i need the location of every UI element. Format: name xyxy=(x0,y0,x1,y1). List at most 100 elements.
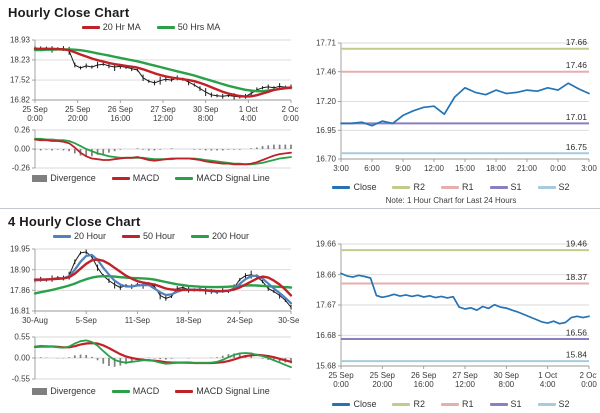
svg-text:0.55: 0.55 xyxy=(14,333,30,342)
svg-text:17.66: 17.66 xyxy=(566,37,588,47)
legend-swatch-icon xyxy=(537,403,556,406)
svg-text:17.46: 17.46 xyxy=(316,67,337,76)
svg-text:18.37: 18.37 xyxy=(566,272,588,282)
legend-item-r2: R2 xyxy=(392,398,425,411)
legend-label: 20 Hour xyxy=(73,231,106,241)
svg-text:18-Sep: 18-Sep xyxy=(176,316,202,325)
four-hourly-left-column: 20 Hour 50 Hour 200 Hour 19.95 18.90 17.86 16… xyxy=(0,230,302,398)
four-hourly-macd-legend: Divergence MACD MACD Signal Line xyxy=(32,385,270,398)
svg-text:17.71: 17.71 xyxy=(316,39,337,48)
four-hourly-macd-chart: 0.55 0.00 -0.55 xyxy=(12,333,293,384)
hourly-section-title: Hourly Close Chart xyxy=(8,5,130,20)
legend-item-close: Close xyxy=(332,181,376,194)
hourly-ma-legend: 20 Hr MA 50 Hrs MA xyxy=(81,21,221,34)
svg-text:25 Sep: 25 Sep xyxy=(328,371,354,380)
svg-text:3:00: 3:00 xyxy=(333,164,349,173)
hourly-right-column: 17.71 17.46 17.20 16.95 16.70 3:00 6:00 9:00 12:… xyxy=(302,21,600,205)
svg-text:19.95: 19.95 xyxy=(10,245,31,254)
legend-label: S2 xyxy=(558,182,570,192)
legend-swatch-icon xyxy=(32,388,48,395)
svg-text:17.67: 17.67 xyxy=(316,301,337,310)
svg-text:6:00: 6:00 xyxy=(364,164,380,173)
legend-label: Close xyxy=(353,182,377,192)
svg-text:15.68: 15.68 xyxy=(316,362,337,371)
legend-item-divergence: Divergence xyxy=(32,385,96,398)
legend-swatch-icon xyxy=(111,177,130,180)
legend-item-50-hour: 50 Hour xyxy=(121,230,176,243)
legend-item-200-hour: 200 Hour xyxy=(191,230,249,243)
legend-swatch-icon xyxy=(392,186,411,189)
legend-swatch-icon xyxy=(121,235,140,238)
legend-item-close: Close xyxy=(332,398,376,411)
legend-label: R2 xyxy=(413,399,425,409)
legend-item-r1: R1 xyxy=(440,398,474,411)
legend-item-20-hour: 20 Hour xyxy=(52,230,106,243)
four-hourly-pivot-legend: Close R2 R1 S1 S2 xyxy=(332,398,570,411)
svg-text:0:00: 0:00 xyxy=(581,380,597,389)
svg-text:15:00: 15:00 xyxy=(455,164,476,173)
legend-label: Divergence xyxy=(50,173,96,183)
svg-text:24-Sep: 24-Sep xyxy=(227,316,253,325)
legend-swatch-icon xyxy=(191,235,210,238)
svg-text:8:00: 8:00 xyxy=(499,380,515,389)
legend-swatch-icon xyxy=(111,390,130,393)
legend-label: R2 xyxy=(413,182,425,192)
legend-label: Divergence xyxy=(50,386,96,396)
svg-text:18.90: 18.90 xyxy=(10,265,31,274)
svg-text:26 Sep: 26 Sep xyxy=(411,371,437,380)
svg-text:-0.55: -0.55 xyxy=(12,375,31,384)
legend-label: 50 Hrs MA xyxy=(177,22,221,32)
legend-item-divergence: Divergence xyxy=(32,172,96,185)
legend-label: 20 Hr MA xyxy=(102,22,141,32)
four-hourly-right-column: 19.66 18.66 17.67 16.68 15.68 25 Sep 0:00 25 Se… xyxy=(302,230,600,413)
svg-text:0.00: 0.00 xyxy=(14,145,30,154)
four-hourly-section-title: 4 Hourly Close Chart xyxy=(8,214,141,229)
svg-text:16.70: 16.70 xyxy=(316,155,337,164)
section-divider xyxy=(0,208,600,209)
legend-swatch-icon xyxy=(52,235,71,238)
svg-text:16:00: 16:00 xyxy=(110,114,131,123)
hourly-macd-chart: 0.26 0.00 -0.26 xyxy=(12,126,292,172)
svg-text:0.00: 0.00 xyxy=(14,354,30,363)
svg-text:12:00: 12:00 xyxy=(424,164,445,173)
legend-label: 200 Hour xyxy=(212,231,250,241)
legend-swatch-icon xyxy=(332,403,351,406)
svg-text:18.66: 18.66 xyxy=(316,270,337,279)
svg-text:12:00: 12:00 xyxy=(153,114,174,123)
legend-item-s2: S2 xyxy=(537,398,570,411)
legend-item-macd: MACD xyxy=(111,172,159,185)
legend-label: MACD Signal Line xyxy=(196,173,270,183)
svg-text:2 Oct: 2 Oct xyxy=(281,105,299,114)
legend-item-20-hr-ma: 20 Hr MA xyxy=(81,21,141,34)
hourly-macd-legend: Divergence MACD MACD Signal Line xyxy=(32,172,270,185)
svg-text:17.46: 17.46 xyxy=(566,60,588,70)
svg-text:3:00: 3:00 xyxy=(581,164,597,173)
four-hourly-ma-legend: 20 Hour 50 Hour 200 Hour xyxy=(52,230,249,243)
svg-text:0:00: 0:00 xyxy=(550,164,566,173)
svg-text:17.52: 17.52 xyxy=(10,76,31,85)
legend-label: R1 xyxy=(461,182,474,192)
legend-label: MACD xyxy=(132,386,160,396)
svg-text:12:00: 12:00 xyxy=(455,380,476,389)
svg-text:5-Sep: 5-Sep xyxy=(76,316,98,325)
svg-text:30-Aug: 30-Aug xyxy=(22,316,48,325)
svg-text:2 Oct: 2 Oct xyxy=(579,371,597,380)
svg-text:15.84: 15.84 xyxy=(566,350,588,360)
svg-text:9:00: 9:00 xyxy=(395,164,411,173)
svg-text:25 Sep: 25 Sep xyxy=(65,105,91,114)
legend-swatch-icon xyxy=(32,175,48,182)
legend-label: R1 xyxy=(461,399,474,409)
svg-text:0:00: 0:00 xyxy=(283,114,299,123)
legend-label: 50 Hour xyxy=(142,231,176,241)
four-hourly-section: 4 Hourly Close Chart 20 Hour 50 Hour 200 H… xyxy=(0,209,600,413)
svg-text:8:00: 8:00 xyxy=(198,114,214,123)
svg-text:1 Oct: 1 Oct xyxy=(239,105,259,114)
hourly-pivot-note: Note: 1 Hour Chart for Last 24 Hours xyxy=(385,196,517,205)
legend-item-s1: S1 xyxy=(489,398,522,411)
legend-swatch-icon xyxy=(489,403,508,406)
svg-text:16.68: 16.68 xyxy=(316,331,337,340)
legend-swatch-icon xyxy=(440,403,459,406)
